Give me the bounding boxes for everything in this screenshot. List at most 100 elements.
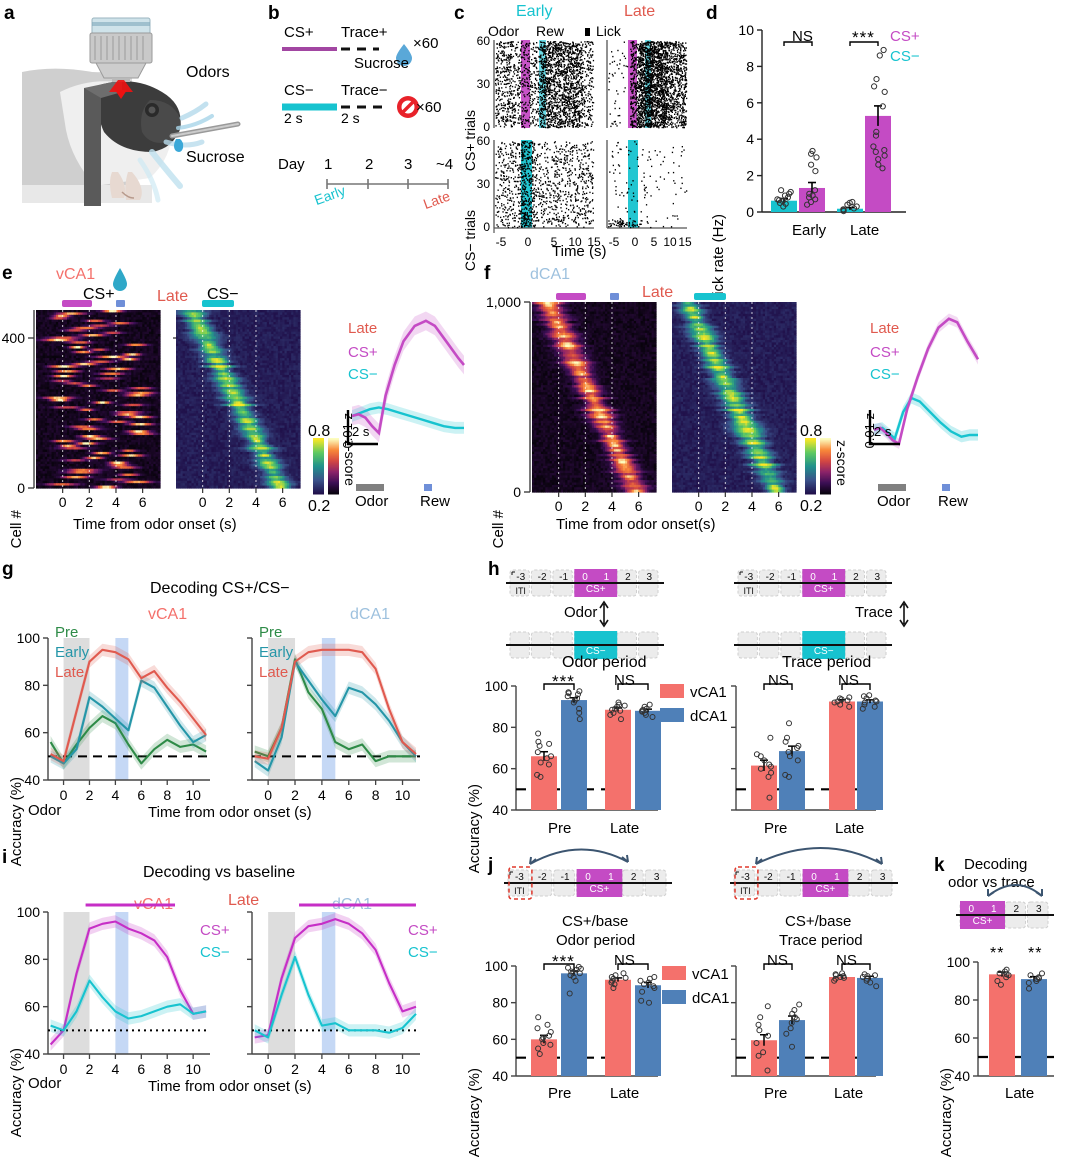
panel-h-c2-late: Late: [835, 820, 864, 837]
panel-j-legend-dca1: dCA1: [692, 990, 730, 1007]
panel-j-ylabel: Accuracy (%): [466, 1068, 483, 1157]
panel-e-odor-tag: Odor: [355, 493, 388, 510]
panel-h-c1-pre: Pre: [548, 820, 571, 837]
panel-e-ylabel: Cell #: [8, 510, 25, 548]
cs-plus-count: ×60: [413, 35, 438, 52]
panel-e-trace-late: Late: [348, 320, 377, 337]
early-column-title: Early: [516, 3, 552, 21]
odors-label: Odors: [186, 64, 230, 82]
panel-h-chart1-title: Odor period: [562, 654, 647, 672]
panel-f-cbar-min: 0.2: [800, 498, 822, 516]
panel-i-legend-cs-plus: CS+: [200, 922, 230, 939]
panel-j-c2-pre: Pre: [764, 1085, 787, 1102]
panel-j-c2-title1: CS+/base: [785, 913, 851, 930]
panel-h-legend-vca1: vCA1: [690, 684, 727, 701]
trace-plus-label: Trace+: [341, 24, 388, 41]
svg-text:30: 30: [477, 77, 491, 91]
panel-f-trace-late: Late: [870, 320, 899, 337]
cs-minus-count: ×60: [416, 99, 441, 116]
trace-minus-label: Trace−: [341, 82, 388, 99]
panel-a-label: a: [4, 4, 15, 23]
panel-e-scale-x: 2 s: [352, 424, 369, 439]
panel-j-c1-sig2: NS: [614, 952, 635, 969]
svg-text:60: 60: [477, 134, 491, 148]
panel-i: i Decoding vs baseline Late vCA1 dCA1 40…: [0, 840, 452, 1103]
panel-c-label: c: [454, 4, 465, 23]
panel-f-scale-x: 2 s: [874, 424, 891, 439]
svg-text:15: 15: [678, 235, 692, 249]
day-1: 1: [324, 156, 332, 173]
panel-d-sig-early: NS: [792, 28, 813, 45]
panel-h-chart2-title: Trace period: [782, 654, 871, 672]
panel-e-trace-cs-plus: CS+: [348, 344, 378, 361]
panel-h-odor-compare: Odor: [564, 604, 597, 621]
panel-e-rew-tag: Rew: [420, 493, 450, 510]
panel-h-chart2-sig2: NS: [838, 672, 859, 689]
panel-i-odor-tag: Odor: [28, 1075, 61, 1092]
panel-j-c2-sig2: NS: [836, 952, 857, 969]
svg-text:-5: -5: [609, 235, 620, 249]
panel-f-ylabel: Cell #: [490, 510, 507, 548]
panel-d-group-late: Late: [850, 222, 879, 239]
panel-h-chart2-sig1: NS: [768, 672, 789, 689]
panel-g-legend-early: Early: [55, 644, 89, 661]
panel-i2-legend-cs-plus: CS+: [408, 922, 438, 939]
day-4: ~4: [436, 156, 453, 173]
panel-e-xlabel: Time from odor onset (s): [73, 516, 237, 533]
sucrose-outcome-label: Sucrose: [354, 55, 409, 72]
panel-k-sig2: **: [1028, 945, 1042, 963]
panel-d-group-early: Early: [792, 222, 826, 239]
svg-text:-5: -5: [496, 235, 507, 249]
panel-f-odor-tag: Odor: [877, 493, 910, 510]
sucrose-label: Sucrose: [186, 149, 245, 167]
svg-text:5: 5: [651, 235, 658, 249]
late-column-title: Late: [624, 3, 655, 21]
panel-i2-legend-cs-minus: CS−: [408, 944, 438, 961]
panel-f-trace-cs-plus: CS+: [870, 344, 900, 361]
panel-f-xlabel: Time from odor onset(s): [556, 516, 716, 533]
day-3: 3: [404, 156, 412, 173]
panel-k-group-late: Late: [1005, 1085, 1034, 1102]
panel-f-cbar-label: z-score: [834, 440, 850, 486]
panel-d-sig-late: ***: [852, 28, 875, 48]
cs-minus-trial-bar: [282, 101, 472, 131]
panel-e-cbar-min: 0.2: [308, 498, 330, 516]
day-label: Day: [278, 156, 305, 173]
panel-h-trace-compare: Trace: [855, 604, 893, 621]
panel-g2-legend-late: Late: [259, 664, 288, 681]
svg-text:60: 60: [477, 34, 491, 48]
svg-text:30: 30: [477, 177, 491, 191]
panel-j-c1-late: Late: [610, 1085, 639, 1102]
panel-g2-legend-early: Early: [259, 644, 293, 661]
panel-j-c1-title2: Odor period: [556, 932, 635, 949]
panel-h-chart1-sig2: NS: [614, 672, 635, 689]
panel-k-sig1: **: [990, 945, 1004, 963]
panel-j-c2-title2: Trace period: [779, 932, 863, 949]
trace-duration: 2 s: [341, 110, 360, 126]
panel-g-xlabel: Time from odor onset (s): [148, 804, 312, 821]
panel-g-legend-pre: Pre: [55, 624, 78, 641]
panel-h-legend-dca1: dCA1: [690, 708, 728, 725]
svg-text:0: 0: [525, 235, 532, 249]
panel-f-trace-cs-minus: CS−: [870, 366, 900, 383]
panel-f-cbar-max: 0.8: [800, 423, 822, 441]
panel-e-cbar-max: 0.8: [308, 423, 330, 441]
svg-text:0: 0: [483, 220, 490, 234]
panel-j-c1-sig1: ***: [552, 952, 575, 972]
panel-h-c1-late: Late: [610, 820, 639, 837]
panel-g2-legend-pre: Pre: [259, 624, 282, 641]
panel-e-trace-cs-minus: CS−: [348, 366, 378, 383]
svg-text:0: 0: [483, 120, 490, 134]
panel-i-xlabel: Time from odor onset (s): [148, 1078, 312, 1095]
panel-b: b CS+ Trace+ ×60 Sucrose CS− Trace− 2 s …: [268, 0, 458, 230]
svg-text:0: 0: [632, 235, 639, 249]
